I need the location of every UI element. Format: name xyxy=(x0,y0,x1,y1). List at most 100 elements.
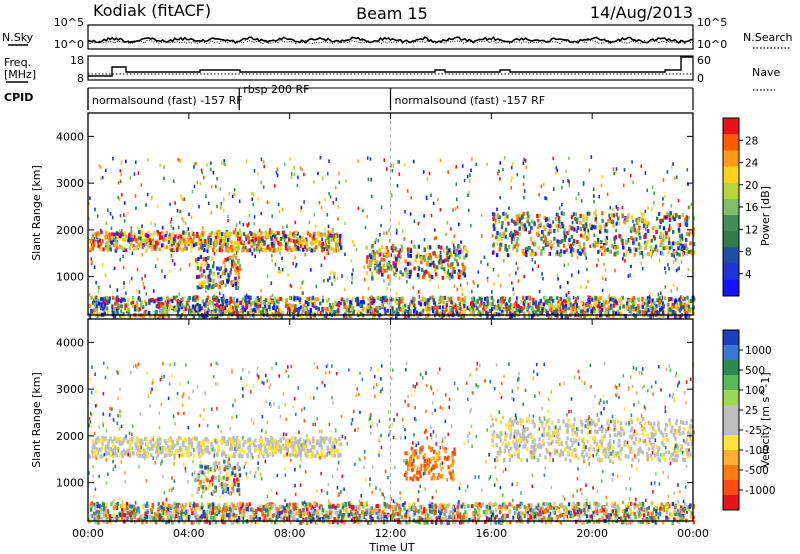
range-gate-cell xyxy=(674,241,678,246)
range-gate-cell xyxy=(274,449,277,453)
range-gate-cell xyxy=(234,472,238,477)
range-gate-cell xyxy=(637,439,641,444)
range-gate-cell xyxy=(601,288,604,293)
range-gate-cell xyxy=(604,307,608,312)
range-gate-cell xyxy=(369,259,372,264)
range-gate-cell xyxy=(496,215,498,219)
range-gate-cell xyxy=(282,443,285,448)
range-gate-cell xyxy=(526,211,529,216)
range-gate-cell xyxy=(684,243,687,247)
range-gate-cell xyxy=(209,241,212,246)
range-gate-cell xyxy=(203,175,205,180)
range-gate-cell xyxy=(386,301,389,305)
range-gate-cell xyxy=(473,307,477,312)
range-gate-cell xyxy=(548,436,551,440)
range-gate-cell xyxy=(219,245,222,250)
range-gate-cell xyxy=(471,157,473,161)
range-gate-cell xyxy=(339,242,342,247)
range-gate-cell xyxy=(624,259,626,263)
range-gate-cell xyxy=(599,224,602,229)
range-gate-cell xyxy=(236,462,239,467)
range-gate-cell xyxy=(202,257,205,262)
range-gate-cell xyxy=(622,245,625,250)
range-gate-cell xyxy=(633,247,636,252)
range-gate-cell xyxy=(534,310,538,315)
range-gate-cell xyxy=(221,477,224,482)
range-gate-cell xyxy=(408,306,410,311)
range-gate-cell xyxy=(645,303,648,308)
range-gate-cell xyxy=(293,172,296,177)
range-gate-cell xyxy=(320,205,323,210)
range-gate-cell xyxy=(601,175,604,179)
range-gate-cell xyxy=(230,473,233,478)
range-gate-cell xyxy=(137,442,141,447)
range-gate-cell xyxy=(253,300,257,305)
range-gate-cell xyxy=(399,248,402,253)
range-gate-cell xyxy=(231,248,234,253)
range-gate-cell xyxy=(523,189,526,193)
range-gate-cell xyxy=(253,248,256,252)
range-gate-cell xyxy=(536,305,540,310)
range-gate-cell xyxy=(689,205,691,209)
range-gate-cell xyxy=(243,450,246,455)
range-gate-cell xyxy=(453,284,456,288)
range-gate-cell xyxy=(567,303,570,308)
range-gate-cell xyxy=(233,253,236,258)
range-gate-cell xyxy=(495,235,497,240)
range-gate-cell xyxy=(276,445,279,450)
range-gate-cell xyxy=(572,212,576,217)
range-gate-cell xyxy=(524,249,528,254)
range-gate-cell xyxy=(124,248,128,253)
range-gate-cell xyxy=(191,239,195,244)
range-gate-cell xyxy=(184,244,187,248)
range-gate-cell xyxy=(670,429,673,434)
range-gate-cell xyxy=(180,194,182,198)
range-gate-cell xyxy=(123,451,126,456)
range-gate-cell xyxy=(550,296,553,300)
range-gate-cell xyxy=(300,240,303,244)
range-gate-cell xyxy=(500,236,503,241)
range-gate-cell xyxy=(429,262,432,267)
range-gate-cell xyxy=(638,232,641,237)
range-gate-cell xyxy=(582,246,586,251)
range-gate-cell xyxy=(587,298,589,302)
range-gate-cell xyxy=(570,234,574,239)
range-gate-cell xyxy=(223,482,227,487)
range-gate-cell xyxy=(587,447,591,452)
range-gate-cell xyxy=(569,249,573,254)
range-gate-cell xyxy=(634,230,638,235)
range-gate-cell xyxy=(331,453,334,458)
range-gate-cell xyxy=(155,446,158,451)
range-gate-cell xyxy=(143,448,146,453)
range-gate-cell xyxy=(423,273,426,278)
range-gate-cell xyxy=(437,197,439,202)
range-gate-cell xyxy=(593,194,595,198)
range-gate-cell xyxy=(404,267,407,272)
range-gate-cell xyxy=(631,457,634,462)
range-gate-cell xyxy=(145,203,147,207)
range-gate-cell xyxy=(147,311,151,315)
range-gate-cell xyxy=(198,454,201,459)
range-gate-cell xyxy=(212,271,216,276)
range-gate-cell xyxy=(324,314,328,318)
range-gate-cell xyxy=(582,311,586,316)
range-gate-cell xyxy=(687,267,690,272)
range-gate-cell xyxy=(216,177,218,181)
range-gate-cell xyxy=(202,230,206,235)
range-gate-cell xyxy=(543,182,545,187)
range-gate-cell xyxy=(108,236,111,241)
range-gate-cell xyxy=(423,214,425,218)
range-gate-cell xyxy=(244,245,247,250)
range-gate-cell xyxy=(367,286,370,291)
range-gate-cell xyxy=(615,222,618,226)
range-gate-cell xyxy=(671,452,675,457)
range-gate-cell xyxy=(414,449,417,454)
range-gate-cell xyxy=(386,308,389,313)
range-gate-cell xyxy=(513,232,517,236)
range-gate-cell xyxy=(492,434,495,439)
range-gate-cell xyxy=(590,309,593,314)
range-gate-cell xyxy=(572,248,575,253)
range-gate-cell xyxy=(427,298,430,302)
range-tick-label: 4000 xyxy=(56,130,84,143)
range-gate-cell xyxy=(229,491,232,496)
